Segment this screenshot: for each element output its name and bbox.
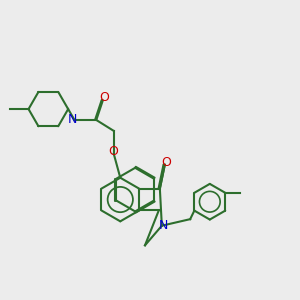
Text: N: N (68, 113, 77, 127)
Text: O: O (108, 145, 118, 158)
Text: O: O (99, 92, 109, 104)
Text: O: O (161, 156, 171, 169)
Text: N: N (159, 219, 168, 232)
